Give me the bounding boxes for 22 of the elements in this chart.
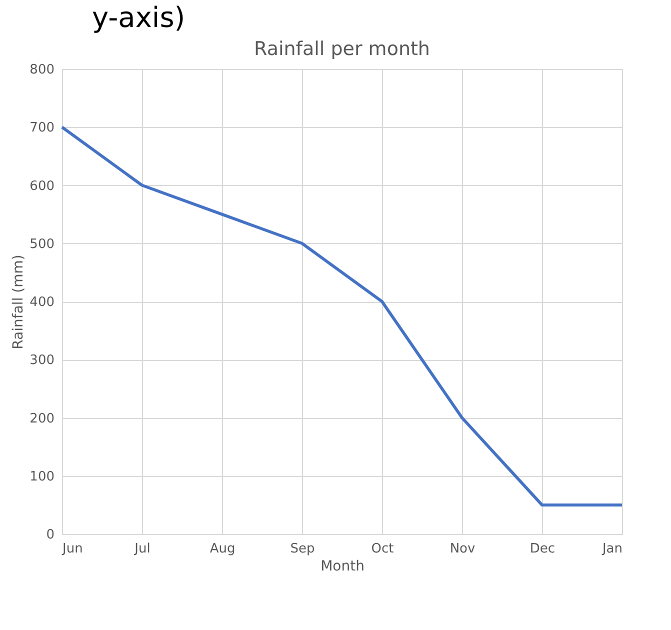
y-tick-label: 100: [30, 469, 54, 484]
text: y-axis): [92, 1, 186, 34]
x-tick-label: Jul: [134, 542, 150, 556]
x-tick-label: Jun: [62, 542, 83, 556]
chart-title: Rainfall per month: [254, 38, 430, 60]
y-tick-label: 300: [30, 353, 54, 368]
y-axis-title: Rainfall (mm): [10, 254, 27, 350]
x-tick-label: Aug: [210, 542, 236, 556]
x-tick-label: Sep: [290, 542, 315, 556]
x-tick-label: Nov: [450, 542, 476, 556]
y-tick-label: 0: [46, 528, 54, 542]
y-tick-label: 700: [30, 120, 54, 136]
x-tick-label: Oct: [371, 542, 394, 556]
y-tick-label: 400: [30, 295, 54, 310]
y-tick-label: 600: [30, 178, 54, 194]
y-tick-label: 500: [30, 236, 54, 252]
x-axis-title: Month: [320, 558, 364, 574]
y-tick-label: 800: [30, 62, 54, 78]
line-series: [60, 126, 624, 506]
x-tick-label: Jan: [601, 542, 622, 556]
x-tick-label: Dec: [530, 542, 556, 556]
y-tick-label: 200: [30, 411, 54, 426]
